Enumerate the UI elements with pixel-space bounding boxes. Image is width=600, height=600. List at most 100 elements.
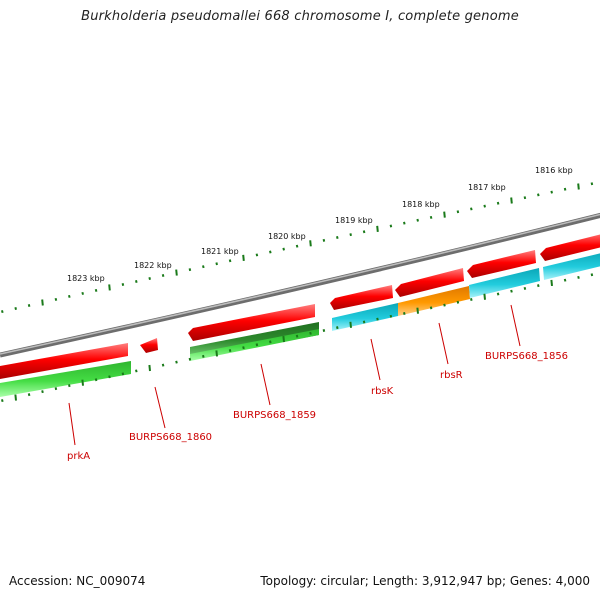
inner-minor-tick — [537, 284, 540, 288]
map-title: Burkholderia pseudomallei 668 chromosome… — [81, 9, 519, 24]
outer-minor-tick — [496, 201, 500, 205]
outer-minor-tick — [228, 259, 232, 263]
inner-major-tick — [550, 279, 553, 287]
gene-label-rbsK: rbsK — [371, 386, 394, 397]
outer-minor-tick — [295, 244, 299, 248]
inner-minor-tick — [54, 387, 58, 391]
gene-rbsR[interactable] — [398, 286, 470, 316]
scale-label-1823: 1823 kbp — [67, 274, 105, 283]
outer-minor-tick — [54, 297, 58, 301]
inner-minor-tick — [510, 289, 513, 293]
outer-minor-tick — [68, 294, 71, 298]
inner-minor-tick — [376, 317, 379, 321]
inner-minor-tick — [443, 303, 446, 307]
outer-major-tick — [376, 225, 379, 232]
scale-label-1818: 1818 kbp — [402, 200, 440, 209]
outer-minor-tick — [81, 291, 84, 295]
outer-minor-tick — [362, 230, 366, 234]
gene-BURPS668_1859-lower[interactable] — [190, 329, 319, 361]
gene-prkA-rev[interactable] — [0, 361, 131, 397]
inner-minor-tick — [188, 357, 192, 361]
outer-minor-tick — [470, 207, 473, 211]
outer-major-tick — [443, 211, 446, 218]
inner-major-tick — [483, 293, 486, 300]
gene-prkA[interactable] — [0, 343, 128, 379]
gene-label-BURPS668_1860: BURPS668_1860 — [129, 432, 212, 443]
inner-scale-ticks — [1, 273, 594, 403]
inner-minor-tick — [470, 298, 473, 301]
outer-minor-tick — [121, 282, 125, 286]
gene-next-fwd[interactable] — [540, 232, 600, 261]
inner-minor-tick — [108, 375, 111, 379]
inner-minor-tick — [322, 328, 326, 332]
label-leaders — [68, 304, 521, 446]
inner-minor-tick — [456, 300, 460, 304]
inner-major-tick — [349, 321, 352, 328]
scale-label-1816: 1816 kbp — [535, 166, 573, 175]
outer-minor-tick — [349, 233, 352, 237]
inner-minor-tick — [175, 360, 178, 364]
outer-major-tick — [309, 240, 312, 247]
scale-label-1821: 1821 kbp — [201, 247, 239, 256]
inner-minor-tick — [202, 354, 205, 358]
inner-major-tick — [282, 335, 285, 343]
outer-major-tick — [41, 299, 44, 306]
outer-minor-tick — [336, 236, 339, 239]
scale-label-1820: 1820 kbp — [268, 232, 306, 241]
outer-minor-tick — [94, 288, 98, 292]
outer-minor-tick — [188, 268, 192, 272]
accession-text: Accession: NC_009074 — [9, 574, 146, 588]
inner-minor-tick — [403, 312, 406, 315]
inner-minor-tick — [68, 384, 71, 388]
gene-next-rev[interactable] — [543, 251, 600, 280]
inner-minor-tick — [496, 292, 500, 296]
gene-BURPS668_1856[interactable] — [469, 268, 540, 298]
inner-minor-tick — [563, 278, 567, 282]
inner-minor-tick — [389, 314, 393, 318]
outer-minor-tick — [322, 238, 326, 242]
gene-labels: prkA BURPS668_1860 BURPS668_1859 rbsK rb… — [67, 351, 568, 462]
scale-labels: 1823 kbp 1822 kbp 1821 kbp 1820 kbp 1819… — [67, 166, 573, 283]
outer-minor-tick — [148, 277, 151, 280]
inner-minor-tick — [336, 326, 339, 330]
outer-minor-tick — [1, 310, 4, 314]
outer-minor-tick — [483, 204, 486, 208]
outer-major-tick — [108, 284, 111, 291]
outer-minor-tick — [403, 221, 406, 225]
inner-minor-tick — [27, 393, 31, 397]
outer-minor-tick — [429, 215, 433, 219]
inner-minor-tick — [523, 286, 527, 290]
inner-minor-tick — [161, 363, 165, 367]
scale-label-1817: 1817 kbp — [468, 183, 506, 192]
gene-BURPS668_1860[interactable] — [140, 338, 158, 353]
gene-BURPS668_1859-fwd[interactable] — [188, 304, 315, 341]
inner-minor-tick — [295, 334, 299, 338]
inner-minor-tick — [269, 340, 272, 344]
outer-minor-tick — [523, 196, 527, 200]
gene-BURPS668_1856-fwd[interactable] — [467, 250, 536, 278]
inner-major-tick — [148, 364, 151, 372]
outer-minor-tick — [161, 274, 165, 278]
outer-minor-tick — [282, 247, 285, 251]
inner-minor-tick — [242, 346, 245, 350]
gene-rbsR-fwd[interactable] — [395, 268, 464, 297]
gene-label-BURPS668_1859: BURPS668_1859 — [233, 410, 316, 421]
gene-rbsK[interactable] — [332, 303, 398, 331]
inner-minor-tick — [577, 275, 580, 279]
inner-minor-tick — [135, 369, 138, 373]
outer-major-tick — [242, 254, 245, 261]
outer-major-tick — [510, 197, 513, 204]
outer-minor-tick — [416, 218, 419, 222]
outer-minor-tick — [550, 190, 553, 194]
inner-major-tick — [416, 307, 419, 314]
inner-major-tick — [81, 379, 84, 386]
inner-minor-tick — [1, 399, 4, 403]
inner-major-tick — [215, 350, 218, 357]
inner-minor-tick — [590, 273, 594, 277]
inner-minor-tick — [255, 343, 259, 347]
outer-minor-tick — [563, 187, 567, 191]
gene-label-prkA: prkA — [67, 451, 90, 462]
gene-label-rbsR: rbsR — [440, 370, 463, 381]
gene-rbsK-fwd[interactable] — [330, 285, 393, 310]
